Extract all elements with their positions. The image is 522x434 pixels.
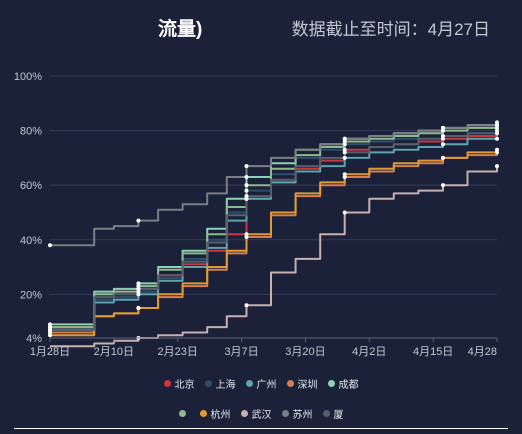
series-point [244, 183, 249, 188]
legend-label: 厦 [333, 410, 344, 421]
legend-swatch [327, 380, 335, 387]
y-tick-label: 40% [20, 235, 42, 247]
chart-grid [50, 75, 497, 295]
legend-swatch [240, 410, 248, 417]
series-point [342, 150, 347, 155]
series-lines [50, 122, 498, 348]
legend-item[interactable]: 上海 [204, 376, 236, 391]
series-point [495, 164, 499, 169]
series-point [342, 155, 347, 160]
legend-swatch [199, 410, 207, 417]
data-as-of-date: 数据截止至时间：4月27日 [291, 20, 490, 39]
series-point [495, 120, 499, 125]
y-tick-label: 20% [20, 289, 42, 301]
y-tick-label: 100% [14, 71, 42, 83]
legend-item[interactable]: 苏州 [281, 406, 313, 421]
legend-swatch [163, 380, 171, 387]
legend-item[interactable]: 杭州 [199, 406, 231, 421]
legend-label: 武汉 [251, 410, 272, 421]
legend-item[interactable]: 武汉 [240, 406, 272, 421]
legend-swatch [178, 410, 186, 417]
legend-item[interactable] [178, 406, 190, 421]
series-point [244, 194, 249, 199]
legend-label: 北京 [174, 380, 195, 391]
chart-title: 流量) [158, 19, 203, 40]
legend-label: 苏州 [292, 410, 313, 421]
legend-swatch [286, 380, 294, 387]
legend-row-1: 北京 上海 广州 深圳 成都 [0, 376, 522, 391]
series-line [50, 166, 498, 348]
legend-label: 杭州 [210, 410, 231, 421]
legend-item[interactable]: 成都 [327, 376, 359, 391]
y-tick-label: 80% [20, 126, 42, 138]
series-point [244, 303, 249, 308]
series-point [495, 136, 499, 141]
series-point [48, 327, 52, 332]
series-line [50, 122, 498, 247]
legend-item[interactable]: 深圳 [286, 376, 318, 391]
series-point [440, 134, 445, 139]
series-point [440, 183, 445, 188]
legend-row-2: 杭州 武汉 苏州 厦 [0, 406, 522, 421]
series-point [495, 128, 499, 133]
y-tick-label: 60% [20, 180, 42, 192]
series-point [244, 174, 249, 179]
series-point [136, 305, 141, 310]
legend-item[interactable]: 广州 [245, 376, 277, 391]
legend-item[interactable]: 厦 [322, 406, 344, 421]
series-point [342, 172, 347, 177]
series-point [440, 142, 445, 147]
bottom-divider [14, 428, 508, 429]
series-point [244, 188, 249, 193]
legend-swatch [204, 380, 212, 387]
x-tick-label: 1月28日 [30, 346, 70, 358]
x-tick-label: 2月10日 [94, 346, 134, 358]
legend-swatch [322, 410, 330, 417]
legend-label: 广州 [256, 380, 277, 391]
chart-axes: 4% 20% 40% 60% 80% 100% 1月28日 2月10日 2月23日 3月7日 3月2… [14, 71, 498, 358]
legend-label: 成都 [338, 380, 359, 391]
series-point [342, 210, 347, 215]
legend-label: 深圳 [297, 380, 318, 391]
series-point [136, 292, 141, 297]
series-markers [48, 120, 499, 340]
series-point [244, 232, 249, 237]
series-point [440, 125, 445, 130]
series-point [495, 147, 499, 152]
legend-item[interactable]: 北京 [163, 376, 195, 391]
x-tick-label: 3月20日 [285, 346, 325, 358]
series-point [244, 164, 249, 169]
series-point [342, 136, 347, 141]
x-tick-label: 4月2日 [352, 346, 386, 358]
x-tick-label: 4月28 [468, 346, 497, 358]
legend-swatch [281, 410, 289, 417]
x-tick-label: 4月15日 [413, 346, 453, 358]
series-line [50, 149, 498, 337]
series-point [136, 286, 141, 291]
legend-swatch [245, 380, 253, 387]
series-point [48, 333, 52, 338]
x-tick-label: 2月23日 [158, 346, 198, 358]
series-point [440, 155, 445, 160]
x-tick-label: 3月7日 [224, 346, 258, 358]
y-tick-label: 4% [26, 333, 42, 345]
series-point [48, 243, 52, 248]
series-point [136, 218, 141, 223]
series-line [50, 137, 497, 331]
legend-label: 上海 [215, 380, 236, 391]
